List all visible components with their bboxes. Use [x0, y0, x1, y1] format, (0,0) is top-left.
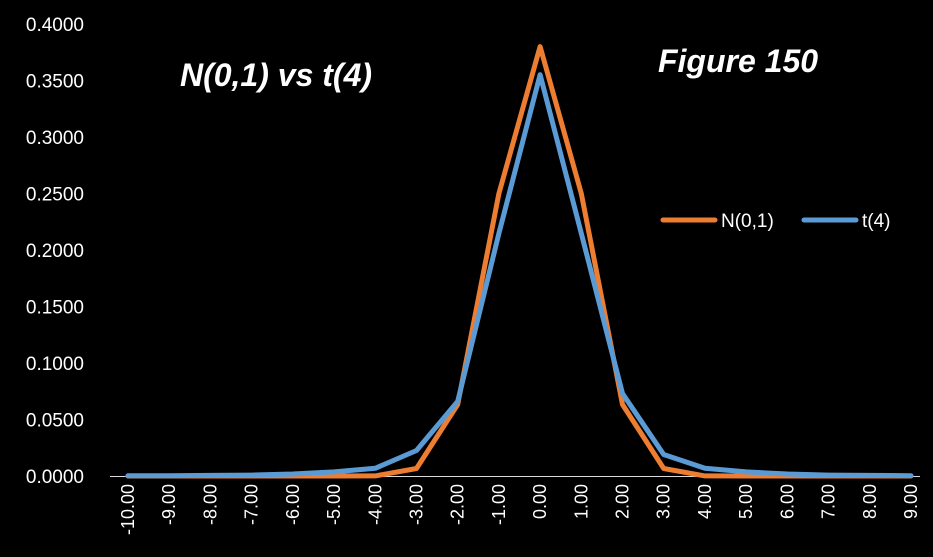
- x-tick-label: 2.00: [613, 484, 633, 519]
- x-tick-label: 7.00: [819, 484, 839, 519]
- y-tick-label: 0.2500: [26, 185, 84, 206]
- x-tick-label: -6.00: [283, 484, 303, 525]
- y-tick-label: 0.0500: [26, 411, 84, 432]
- x-tick-label: 5.00: [736, 484, 756, 519]
- legend-label: t(4): [862, 211, 891, 232]
- x-tick-label: -1.00: [489, 484, 509, 525]
- x-tick-label: -2.00: [448, 484, 468, 525]
- y-tick-label: 0.4000: [26, 15, 84, 36]
- series-line-t-4: [125, 72, 914, 479]
- x-tick-label: -5.00: [324, 484, 344, 525]
- x-tick-label: 8.00: [860, 484, 880, 519]
- x-tick-label: -7.00: [242, 484, 262, 525]
- x-tick-label: -8.00: [200, 484, 220, 525]
- legend-label: N(0,1): [721, 211, 774, 232]
- x-tick-label: -4.00: [365, 484, 385, 525]
- figure-annotation: Figure 150: [658, 43, 818, 79]
- x-tick-label: 0.00: [530, 484, 550, 519]
- y-tick-label: 0.1500: [26, 298, 84, 319]
- y-tick-label: 0.0000: [26, 467, 84, 488]
- legend: N(0,1) t(4): [660, 211, 891, 232]
- y-tick-label: 0.3000: [26, 128, 84, 149]
- x-tick-label: 1.00: [571, 484, 591, 519]
- x-tick-label: -9.00: [159, 484, 179, 525]
- x-tick-label: 4.00: [695, 484, 715, 519]
- x-tick-label: 6.00: [777, 484, 797, 519]
- x-tick-label: -3.00: [406, 484, 426, 525]
- y-tick-label: 0.1000: [26, 354, 84, 375]
- y-tick-label: 0.2000: [26, 241, 84, 262]
- x-axis-ticks: -10.00 -9.00 -8.00 -7.00 -6.00 -5.00 -4.00 -3.0…: [118, 484, 921, 535]
- series-line-n-0-1: [125, 44, 914, 479]
- x-tick-label: 3.00: [654, 484, 674, 519]
- chart-title: N(0,1) vs t(4): [180, 57, 372, 93]
- series-lines: [125, 44, 914, 479]
- y-axis-ticks: 0.0000 0.0500 0.1000 0.1500 0.2000 0.2500 0.30…: [26, 15, 84, 488]
- x-tick-label: 9.00: [901, 484, 921, 519]
- y-tick-label: 0.3500: [26, 72, 84, 93]
- x-tick-label: -10.00: [118, 484, 138, 535]
